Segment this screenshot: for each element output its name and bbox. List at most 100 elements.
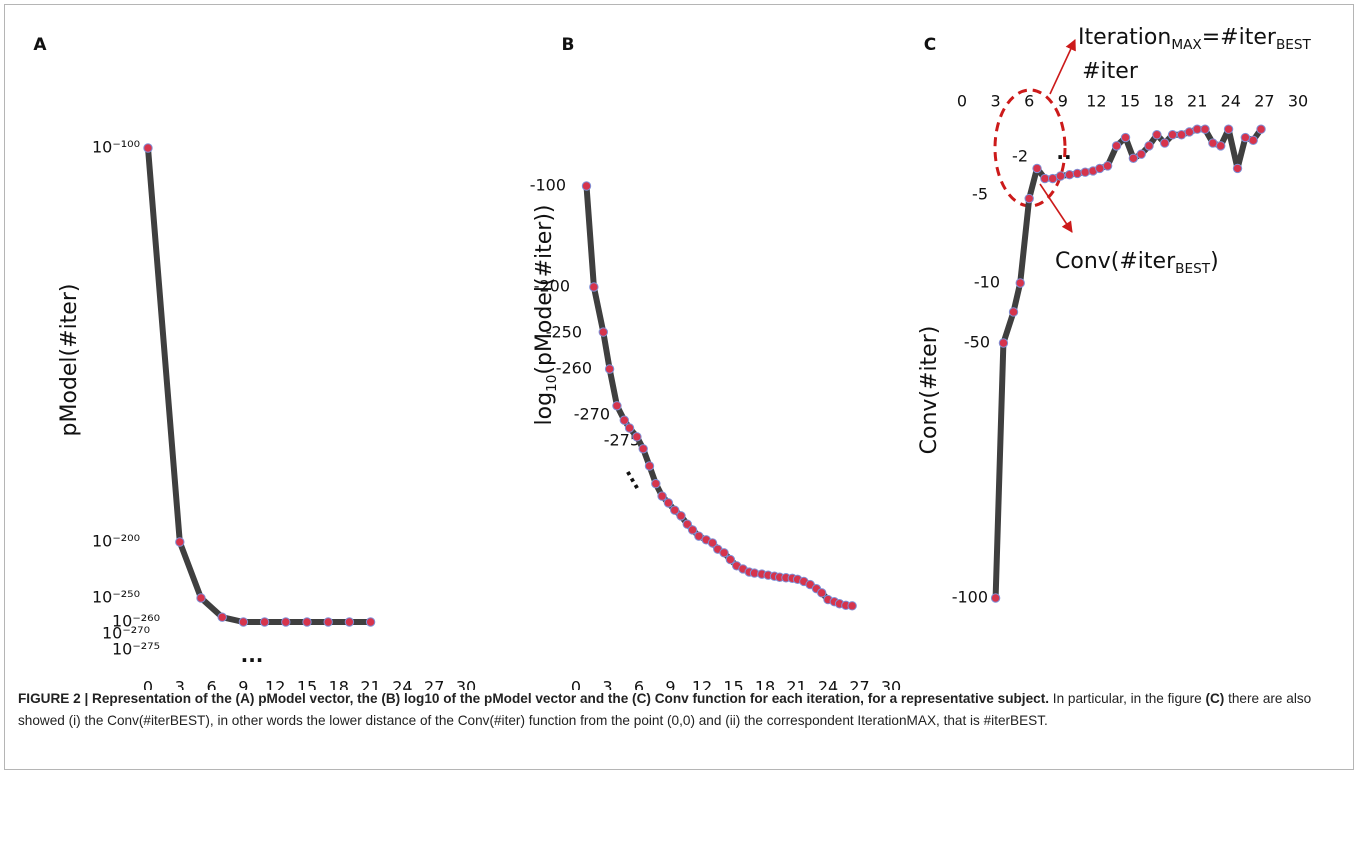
text-segment: =#iter	[1202, 25, 1277, 50]
data-point	[143, 143, 153, 153]
data-point	[670, 505, 680, 515]
data-point	[589, 282, 599, 292]
panel-letter: C	[924, 35, 936, 55]
data-point	[1152, 130, 1162, 140]
data-point	[196, 593, 206, 603]
data-point	[1024, 193, 1034, 204]
data-point	[651, 478, 661, 489]
data-point	[259, 617, 270, 627]
x-tick-label: 30	[456, 678, 476, 691]
y-tick-label: -100	[952, 588, 988, 607]
x-tick-label: 18	[755, 678, 775, 691]
data-point	[1008, 307, 1019, 317]
data-point	[238, 617, 249, 627]
data-point	[1184, 127, 1195, 137]
data-point	[632, 432, 642, 442]
data-point	[1048, 173, 1058, 184]
highlight-ellipse	[993, 88, 1067, 208]
data-point	[1200, 124, 1210, 134]
x-tick-label: 30	[1288, 92, 1308, 111]
data-point	[1256, 124, 1266, 134]
x-tick-label: 15	[1120, 92, 1140, 111]
data-point	[1080, 167, 1090, 177]
data-point	[281, 617, 291, 627]
panel-letter: A	[33, 35, 47, 55]
caption-text: there are also showed (i) the Conv(#iter…	[18, 691, 1312, 728]
annotation: Conv(#iterBEST)	[1055, 249, 1219, 277]
data-point	[302, 617, 312, 627]
subscript: MAX	[1171, 37, 1201, 53]
data-point	[1102, 161, 1113, 171]
callout-arrow	[1039, 183, 1073, 233]
data-point	[676, 511, 686, 521]
x-tick-label: 0	[957, 92, 967, 111]
x-tick-label: 12	[265, 678, 285, 691]
y-axis-title: Conv(#iter)	[917, 326, 942, 455]
data-point	[1240, 132, 1251, 143]
x-tick-label: 0	[143, 678, 153, 691]
data-point	[1160, 138, 1170, 148]
caption-text: In particular, in the figure	[1049, 691, 1206, 706]
y-tick-label: -50	[964, 333, 990, 352]
data-point	[847, 601, 857, 611]
x-tick-label: 15	[723, 678, 743, 691]
x-tick-label: 6	[634, 678, 644, 691]
y-tick-label: 10⁻²⁶⁰	[112, 612, 160, 631]
y-tick-label: -270	[574, 405, 610, 424]
annotation: ..	[1056, 140, 1071, 164]
x-tick-label: 27	[849, 678, 869, 691]
data-point	[323, 617, 333, 627]
data-point	[1064, 170, 1075, 180]
data-point	[217, 612, 227, 622]
text-segment: ..	[1056, 140, 1071, 164]
y-tick-label: -250	[546, 323, 582, 342]
caption-bold: FIGURE 2 | Representation of the (A) pMo…	[18, 691, 1050, 706]
y-tick-label: -200	[534, 277, 570, 296]
data-point	[1055, 171, 1066, 181]
data-point	[1192, 124, 1202, 134]
x-tick-label: 18	[1153, 92, 1173, 111]
y-tick-label: -260	[556, 359, 592, 378]
data-point	[1176, 130, 1187, 140]
annotation: IterationMAX=#iterBEST	[1078, 25, 1312, 53]
y-tick-label: -100	[530, 176, 566, 195]
data-point	[725, 554, 736, 565]
data-point	[694, 531, 704, 541]
data-point	[1095, 163, 1105, 174]
x-axis-title: #iter	[1082, 59, 1139, 84]
data-point	[707, 538, 718, 548]
data-point	[1040, 173, 1050, 184]
text-segment: (pModel(#iter))	[532, 205, 557, 375]
data-point	[344, 617, 355, 627]
data-point	[581, 181, 592, 191]
x-tick-label: 9	[1058, 92, 1068, 111]
data-point	[817, 588, 827, 598]
x-tick-label: 6	[1024, 92, 1034, 111]
y-tick-label: 10⁻¹⁰⁰	[92, 138, 140, 157]
text-segment: ...	[241, 643, 264, 667]
data-point	[719, 548, 729, 558]
callout-arrow	[1049, 38, 1076, 95]
y-tick-label: 10⁻²⁵⁰	[92, 588, 140, 607]
figure-frame	[4, 4, 1354, 770]
y-tick-label: 10⁻²⁰⁰	[92, 532, 140, 551]
series-line	[992, 126, 1264, 601]
data-point	[1111, 141, 1122, 151]
data-point	[1232, 163, 1243, 174]
panel-letter: B	[562, 35, 575, 55]
y-axis-title: log10(pModel(#iter))	[532, 205, 560, 426]
caption-bold: (C)	[1205, 691, 1225, 706]
data-point	[619, 415, 629, 425]
x-tick-label: 3	[991, 92, 1001, 111]
x-tick-label: 27	[1254, 92, 1274, 111]
text-segment: )	[1210, 249, 1219, 274]
text-segment: Iteration	[1078, 25, 1171, 50]
x-tick-label: 0	[571, 678, 581, 691]
data-point	[1015, 278, 1025, 288]
x-tick-label: 21	[360, 678, 380, 691]
y-tick-label: 10⁻²⁷⁵	[112, 640, 160, 659]
data-point	[365, 617, 376, 627]
data-point	[1248, 135, 1258, 146]
x-tick-label: 24	[1221, 92, 1241, 111]
